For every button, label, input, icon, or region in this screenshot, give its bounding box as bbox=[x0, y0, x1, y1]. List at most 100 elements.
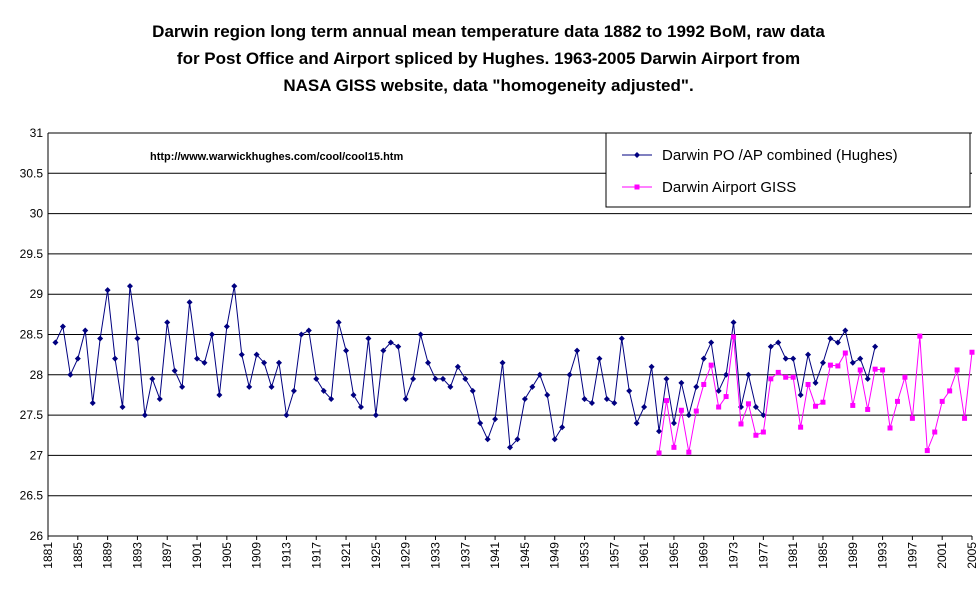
y-tick-label: 29.5 bbox=[20, 247, 44, 261]
x-tick-label: 2005 bbox=[965, 542, 977, 569]
data-point bbox=[276, 359, 282, 366]
series-2 bbox=[656, 333, 975, 456]
data-point bbox=[499, 359, 506, 366]
data-point bbox=[141, 412, 148, 419]
x-tick-label: 1917 bbox=[309, 542, 323, 569]
data-point bbox=[730, 319, 737, 326]
data-point bbox=[335, 319, 342, 326]
data-point bbox=[902, 374, 908, 380]
data-point bbox=[894, 398, 900, 404]
data-point bbox=[149, 375, 156, 382]
data-point bbox=[813, 403, 819, 409]
data-point bbox=[171, 367, 178, 374]
data-point bbox=[208, 331, 215, 338]
data-point bbox=[119, 404, 126, 411]
data-point bbox=[439, 375, 446, 382]
x-tick-label: 1901 bbox=[190, 542, 204, 569]
data-point bbox=[52, 339, 59, 346]
data-point bbox=[372, 412, 379, 419]
y-axis-ticks: 26 26.5 27 27.5 28 28.5 29 29.5 30 30.5 31 bbox=[20, 126, 44, 543]
x-tick-label: 1957 bbox=[607, 542, 621, 569]
legend-marker bbox=[634, 184, 640, 190]
x-tick-label: 1881 bbox=[41, 542, 55, 569]
x-tick-label: 1953 bbox=[578, 542, 592, 569]
x-axis-ticks: 1881 1885 1889 1893 1897 1901 1905 1909 1913 1917… bbox=[41, 536, 977, 569]
data-point bbox=[798, 424, 804, 430]
data-point bbox=[626, 387, 633, 394]
data-point bbox=[395, 343, 402, 350]
data-point bbox=[753, 432, 759, 438]
data-point bbox=[216, 391, 223, 398]
x-tick-label: 1993 bbox=[876, 542, 890, 569]
data-point bbox=[805, 381, 811, 387]
data-point bbox=[238, 351, 245, 358]
x-tick-label: 1973 bbox=[727, 542, 741, 569]
data-point bbox=[320, 387, 327, 394]
data-point bbox=[872, 343, 879, 350]
data-point bbox=[343, 347, 350, 354]
data-point bbox=[835, 363, 841, 369]
data-point bbox=[253, 351, 260, 358]
data-point bbox=[432, 375, 439, 382]
data-point bbox=[663, 398, 669, 404]
data-point bbox=[708, 339, 715, 346]
x-tick-label: 1929 bbox=[399, 542, 413, 569]
data-point bbox=[201, 359, 208, 366]
chart-title-line-2: for Post Office and Airport spliced by H… bbox=[176, 49, 801, 68]
data-point bbox=[365, 335, 372, 342]
data-point bbox=[74, 355, 81, 362]
data-point bbox=[656, 428, 663, 435]
x-tick-label: 1909 bbox=[250, 542, 264, 569]
data-point bbox=[819, 359, 826, 366]
data-point bbox=[693, 383, 700, 390]
data-point bbox=[909, 415, 915, 421]
x-tick-label: 1981 bbox=[786, 542, 800, 569]
data-point bbox=[514, 436, 521, 443]
data-point bbox=[685, 412, 692, 419]
y-tick-label: 30 bbox=[30, 207, 44, 221]
data-point bbox=[790, 355, 797, 362]
source-url-annotation: http://www.warwickhughes.com/cool/cool15… bbox=[150, 151, 403, 163]
data-point bbox=[290, 387, 297, 394]
legend: Darwin PO /AP combined (Hughes) Darwin Ai… bbox=[605, 132, 971, 208]
data-point bbox=[581, 395, 588, 402]
data-point bbox=[850, 402, 856, 408]
legend-label: Darwin PO /AP combined (Hughes) bbox=[662, 147, 898, 164]
data-point bbox=[775, 339, 782, 346]
x-tick-label: 1933 bbox=[428, 542, 442, 569]
data-point bbox=[849, 359, 856, 366]
data-point bbox=[865, 406, 871, 412]
data-point bbox=[603, 395, 610, 402]
data-point bbox=[454, 363, 461, 370]
y-tick-label: 28 bbox=[30, 368, 44, 382]
data-point bbox=[924, 448, 930, 454]
data-point bbox=[104, 287, 111, 294]
data-point bbox=[723, 394, 729, 400]
data-point bbox=[768, 376, 774, 382]
data-point bbox=[477, 420, 484, 427]
data-point bbox=[566, 371, 573, 378]
data-point bbox=[775, 369, 781, 375]
data-point bbox=[760, 412, 767, 419]
data-point bbox=[700, 355, 707, 362]
data-point bbox=[462, 375, 469, 382]
data-point bbox=[246, 383, 253, 390]
data-point bbox=[551, 436, 558, 443]
x-tick-label: 1937 bbox=[458, 542, 472, 569]
x-tick-label: 1905 bbox=[220, 542, 234, 569]
data-point bbox=[261, 359, 268, 366]
data-point bbox=[738, 421, 744, 427]
data-point bbox=[641, 404, 648, 411]
y-tick-label: 26.5 bbox=[20, 489, 44, 503]
data-point bbox=[588, 400, 595, 407]
data-point bbox=[947, 388, 953, 394]
data-point bbox=[842, 327, 849, 334]
chart-title-line-3: NASA GISS website, data "homogeneity adj… bbox=[283, 76, 694, 95]
data-point bbox=[864, 375, 871, 382]
data-point bbox=[305, 327, 312, 334]
data-point bbox=[842, 350, 848, 356]
series-line bbox=[54, 286, 876, 449]
data-point bbox=[417, 331, 424, 338]
data-point bbox=[939, 398, 945, 404]
